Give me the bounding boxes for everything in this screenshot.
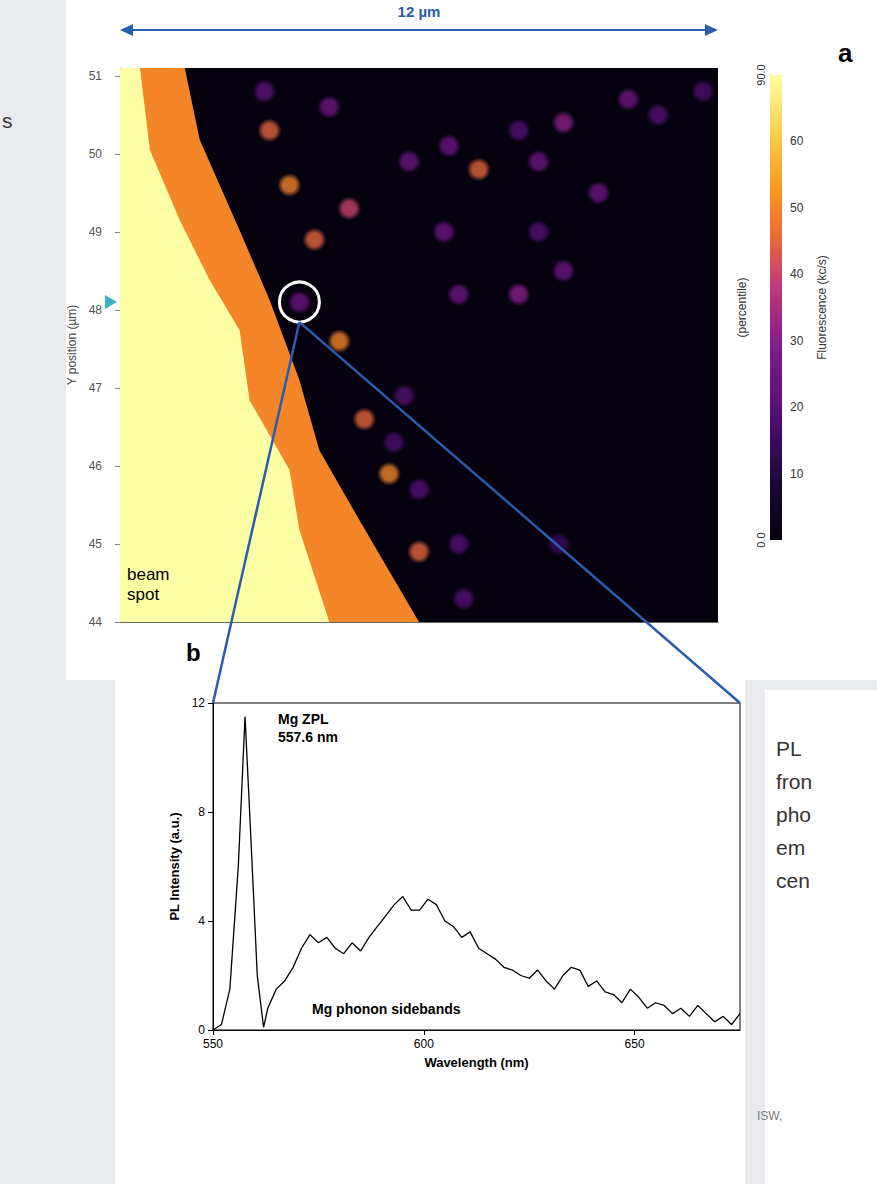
svg-text:8: 8 [198, 805, 205, 819]
svg-text:b: b [186, 639, 201, 666]
svg-text:12: 12 [192, 696, 206, 710]
svg-text:40: 40 [790, 267, 804, 281]
svg-text:em: em [776, 836, 805, 859]
svg-text:650: 650 [625, 1037, 645, 1051]
svg-text:PL Intensity (a.u.): PL Intensity (a.u.) [167, 812, 182, 920]
svg-text:44: 44 [89, 615, 103, 629]
svg-text:0: 0 [198, 1023, 205, 1037]
svg-text:PL: PL [776, 737, 802, 760]
svg-text:600: 600 [414, 1037, 434, 1051]
svg-text:12 µm: 12 µm [398, 3, 441, 20]
svg-text:10: 10 [790, 467, 804, 481]
svg-text:pho: pho [776, 803, 811, 826]
svg-text:ISW,: ISW, [757, 1109, 782, 1123]
svg-text:4: 4 [198, 914, 205, 928]
svg-text:90.0: 90.0 [755, 64, 767, 85]
svg-text:45: 45 [89, 537, 103, 551]
svg-text:a: a [838, 38, 853, 68]
svg-text:49: 49 [89, 225, 103, 239]
svg-text:47: 47 [89, 381, 103, 395]
svg-text:46: 46 [89, 459, 103, 473]
svg-text:557.6 nm: 557.6 nm [278, 729, 338, 745]
svg-text:60: 60 [790, 134, 804, 148]
svg-text:30: 30 [790, 334, 804, 348]
svg-text:fron: fron [776, 770, 812, 793]
svg-text:s: s [2, 109, 13, 132]
svg-text:Fluorescence (kc/s): Fluorescence (kc/s) [815, 255, 829, 360]
svg-text:Wavelength (nm): Wavelength (nm) [424, 1055, 528, 1070]
svg-text:Mg ZPL: Mg ZPL [278, 711, 329, 727]
svg-text:Y position (µm): Y position (µm) [65, 305, 79, 386]
svg-text:48: 48 [89, 303, 103, 317]
svg-text:cen: cen [776, 869, 810, 892]
svg-text:550: 550 [203, 1037, 223, 1051]
svg-text:(percentile): (percentile) [735, 277, 749, 337]
svg-text:beam: beam [127, 565, 170, 584]
svg-text:0.0: 0.0 [755, 532, 767, 547]
svg-text:20: 20 [790, 400, 804, 414]
svg-text:50: 50 [89, 147, 103, 161]
svg-text:Mg phonon sidebands: Mg phonon sidebands [312, 1001, 461, 1017]
svg-text:51: 51 [89, 69, 103, 83]
svg-text:50: 50 [790, 201, 804, 215]
svg-text:spot: spot [127, 585, 159, 604]
